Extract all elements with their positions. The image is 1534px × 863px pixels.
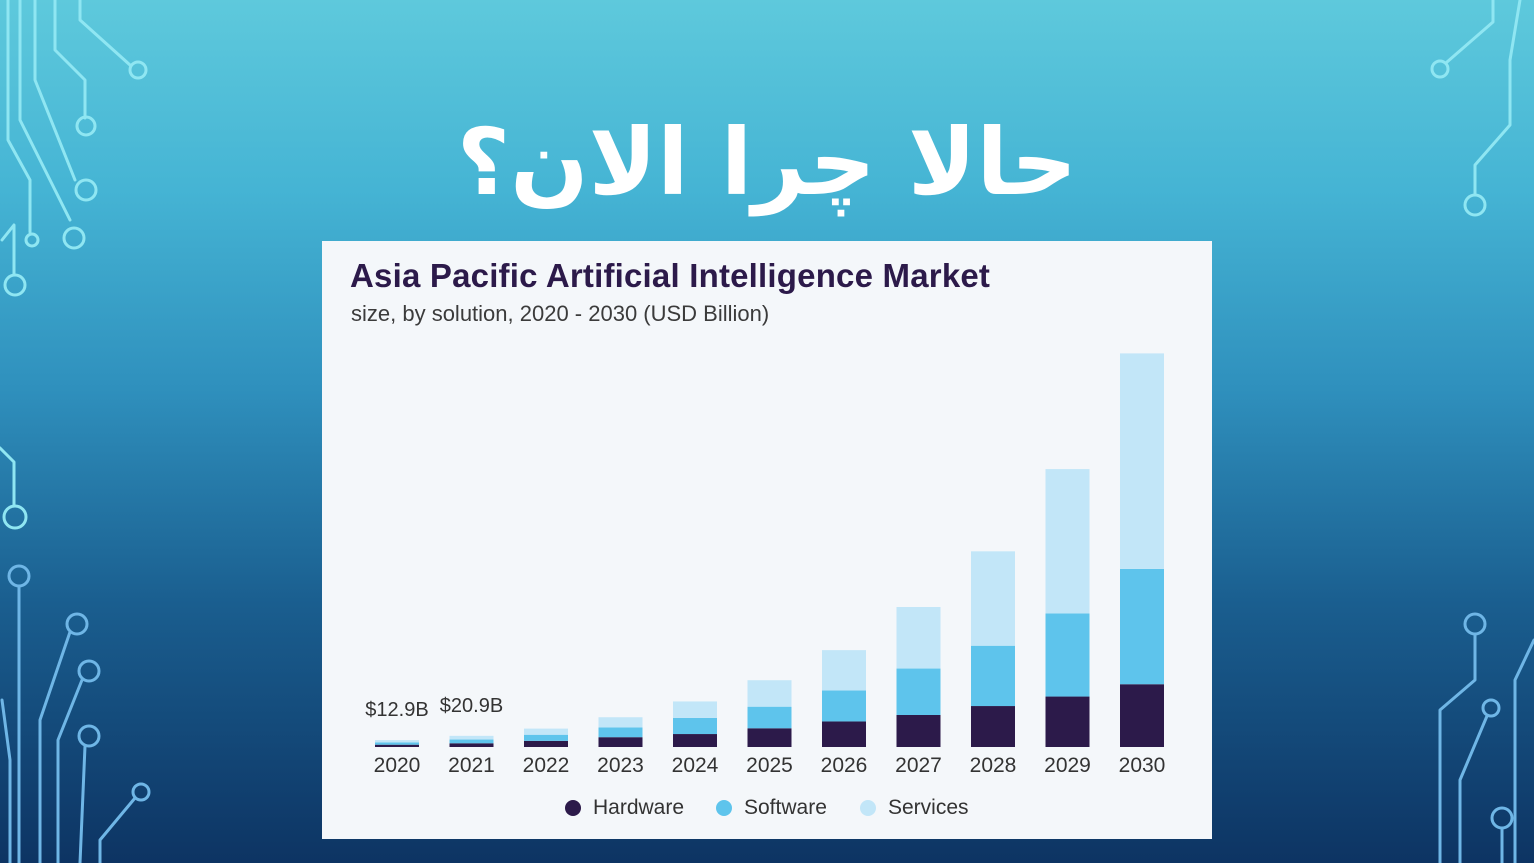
data-label-2021: $20.9B [440,695,503,717]
bar-hardware-2024 [673,734,717,747]
bar-software-2020 [375,742,419,745]
legend-label-software: Software [744,796,827,819]
bar-hardware-2030 [1120,684,1164,747]
bar-hardware-2028 [971,706,1015,747]
bar-software-2030 [1120,568,1164,685]
bar-software-2028 [971,645,1015,707]
bar-services-2025 [747,680,792,707]
bar-hardware-2023 [598,737,643,747]
bar-hardware-2026 [822,721,866,747]
x-tick-label-2022: 2022 [523,754,570,777]
x-tick-label-2027: 2027 [895,754,942,777]
x-tick-label-2025: 2025 [746,754,793,777]
bar-services-2028 [971,551,1015,646]
bar-software-2025 [747,706,792,729]
bar-hardware-2025 [747,728,792,747]
legend-label-services: Services [888,796,969,819]
x-tick-label-2029: 2029 [1044,754,1091,777]
bar-services-2030 [1120,353,1164,569]
slide-title: حالا چرا الان؟ [456,109,1078,216]
legend-item-services: Services [860,793,969,823]
bar-software-2029 [1045,613,1090,697]
chart-subtitle: size, by solution, 2020 - 2030 (USD Bill… [351,301,770,326]
legend-swatch-services [860,800,876,816]
x-tick-label-2028: 2028 [970,754,1017,777]
x-tick-label-2021: 2021 [448,754,495,777]
legend-swatch-software [716,800,732,816]
chart-panel: Asia Pacific Artificial Intelligence Mar… [322,241,1212,839]
chart-legend: Hardware Software Services [322,793,1212,823]
bar-software-2024 [673,717,717,735]
x-tick-label-2023: 2023 [597,754,644,777]
bar-hardware-2021 [449,743,494,747]
bar-hardware-2029 [1045,696,1090,747]
bar-hardware-2020 [375,744,419,747]
legend-swatch-hardware [565,800,581,816]
legend-label-hardware: Hardware [593,796,685,819]
legend-item-hardware: Hardware [565,793,684,823]
bar-services-2023 [598,717,643,728]
bar-software-2023 [598,727,643,738]
chart-title: Asia Pacific Artificial Intelligence Mar… [350,257,991,294]
bar-services-2022 [524,728,568,735]
x-tick-label-2026: 2026 [821,754,868,777]
x-tick-label-2020: 2020 [374,754,421,777]
legend-item-software: Software [716,793,827,823]
bar-services-2026 [822,650,866,691]
bar-services-2027 [896,607,941,669]
bar-services-2024 [673,701,717,718]
x-tick-label-2024: 2024 [672,754,719,777]
stacked-bar-plot: 2020 $12.9B 2021 $20.9B 2022 2023 2024 2025 2026… [365,353,1166,777]
bar-software-2026 [822,690,866,722]
bar-software-2021 [449,739,494,744]
bar-services-2029 [1045,469,1090,614]
bar-software-2022 [524,734,568,741]
bar-hardware-2022 [524,740,568,747]
bar-services-2020 [375,740,419,743]
bar-hardware-2027 [896,715,941,747]
bar-services-2021 [449,735,494,740]
x-tick-label-2030: 2030 [1119,754,1166,777]
bar-software-2027 [896,668,941,715]
data-label-2020: $12.9B [365,699,428,721]
